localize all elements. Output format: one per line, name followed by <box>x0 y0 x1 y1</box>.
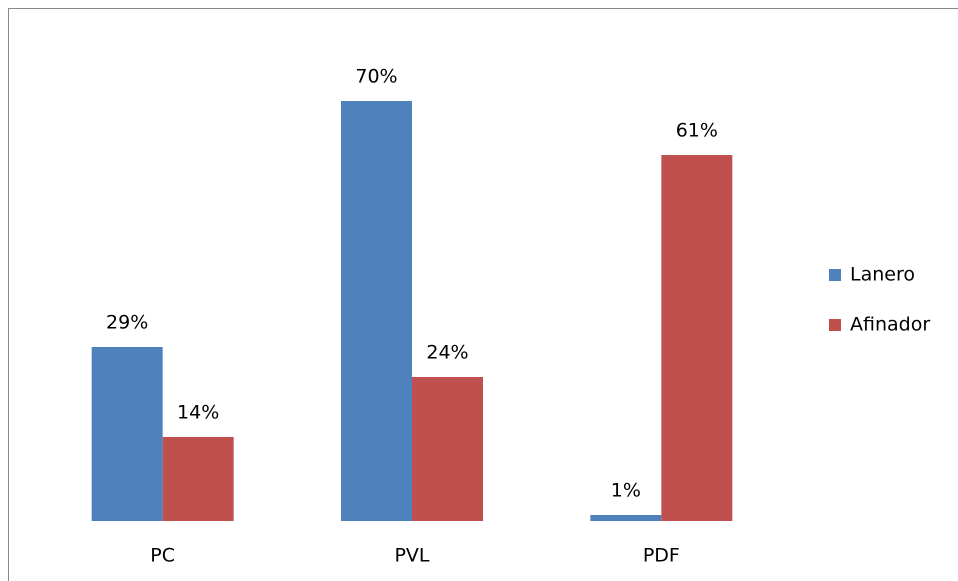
value-label: 1% <box>611 480 641 502</box>
bar <box>91 347 163 521</box>
value-label: 24% <box>426 342 468 364</box>
value-label: 14% <box>177 402 219 424</box>
x-tick-label: PVL <box>394 545 429 567</box>
value-label: 61% <box>676 120 718 142</box>
value-label: 70% <box>355 66 397 88</box>
legend-swatch <box>829 319 841 331</box>
bar <box>590 515 662 521</box>
bar <box>412 377 483 521</box>
legend-label: Afinador <box>850 314 930 336</box>
x-tick-label: PC <box>150 545 175 567</box>
bar <box>162 437 234 521</box>
bar <box>661 155 733 521</box>
value-label: 29% <box>106 312 148 334</box>
legend-swatch <box>829 269 841 281</box>
legend-label: Lanero <box>850 264 915 286</box>
x-tick-label: PDF <box>643 545 680 567</box>
bar <box>341 101 412 521</box>
